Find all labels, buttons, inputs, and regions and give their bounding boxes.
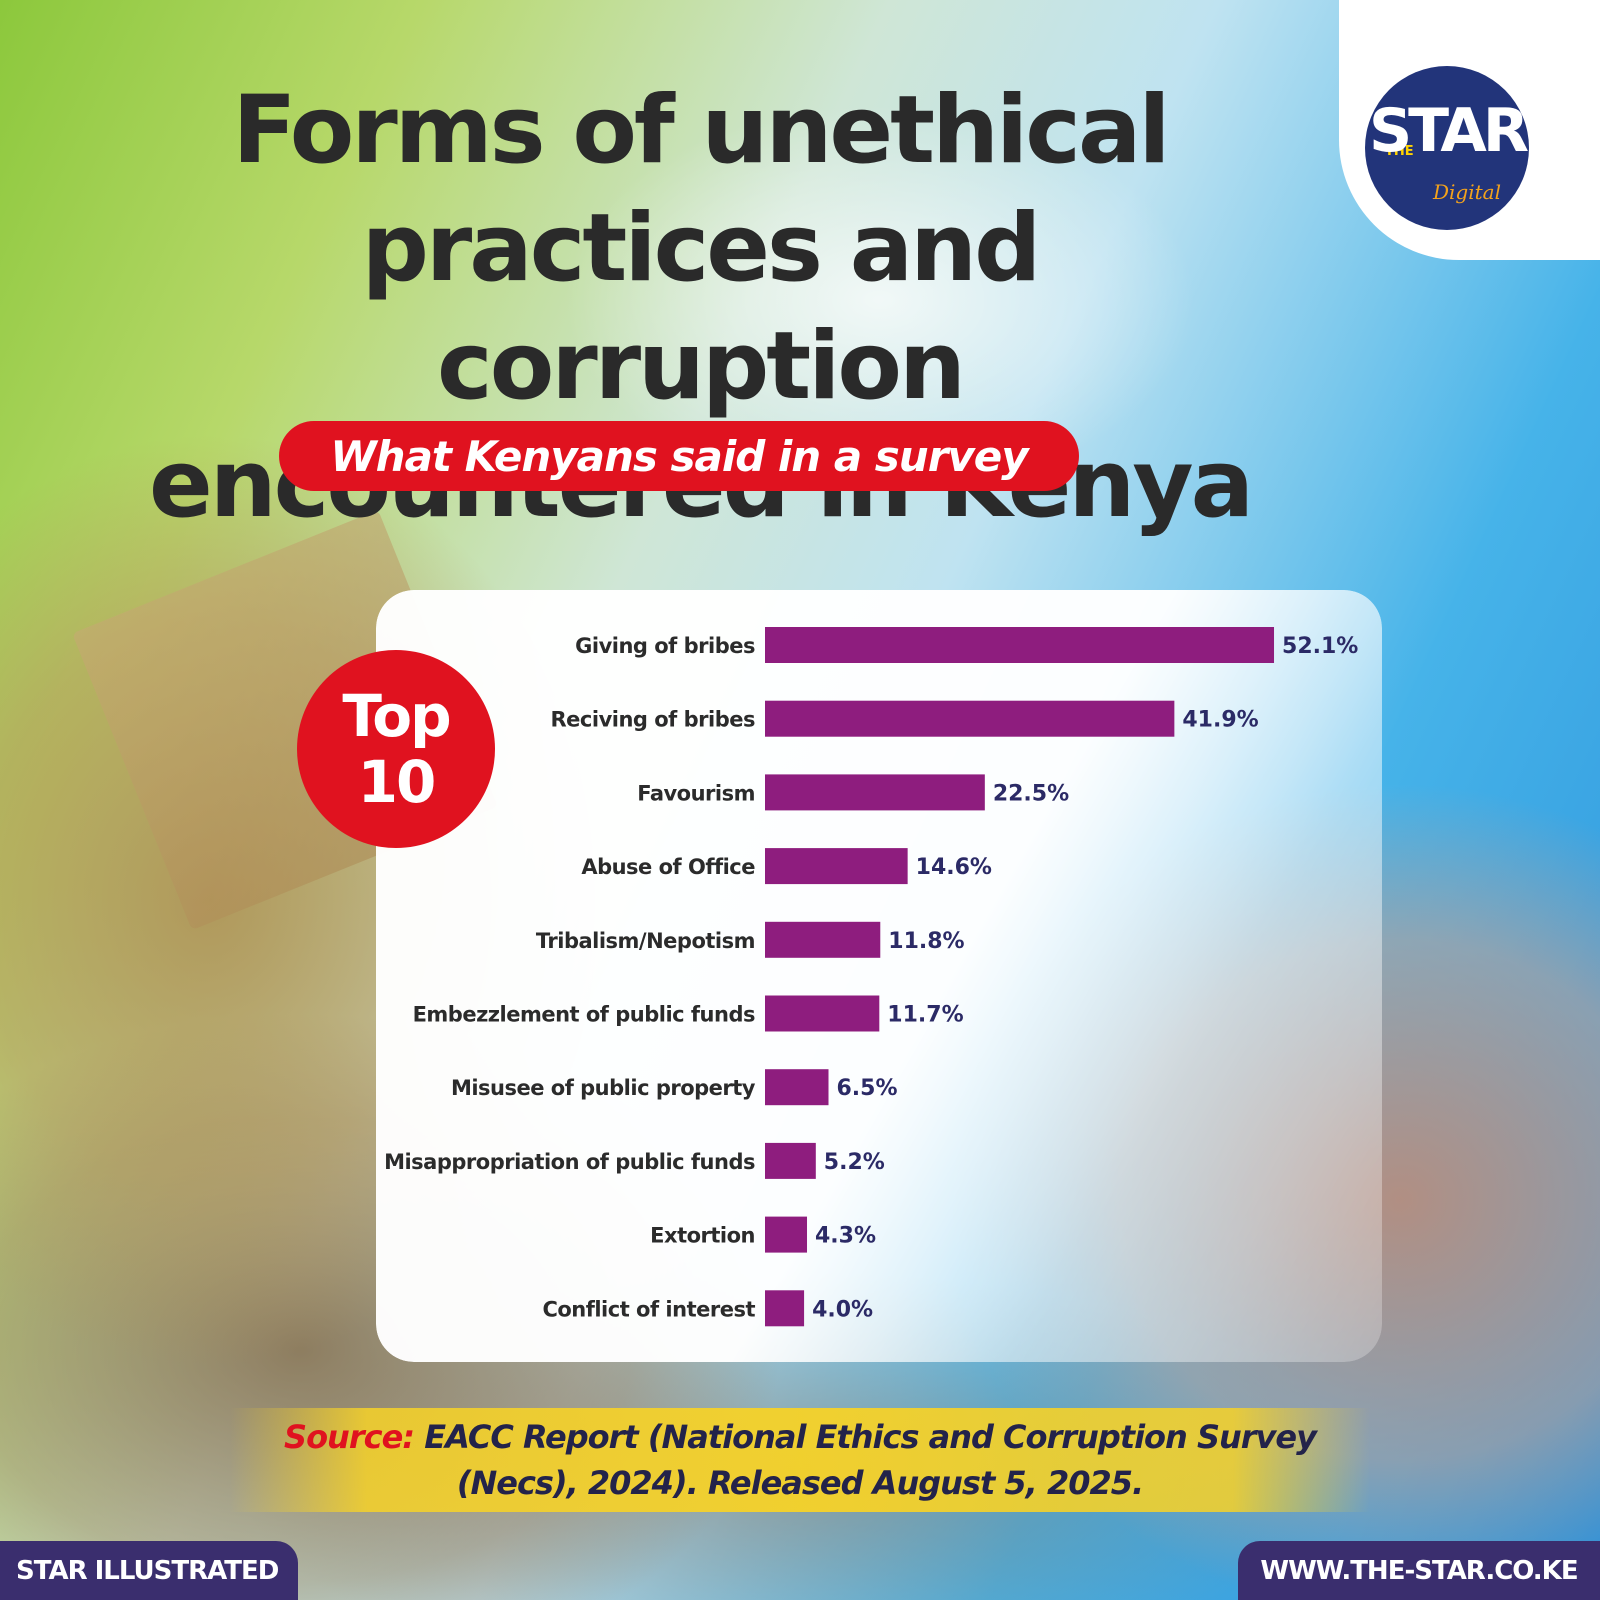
subtitle-pill: What Kenyans said in a survey — [279, 421, 1079, 491]
category-label: Extortion — [650, 1224, 755, 1248]
category-label: Reciving of bribes — [551, 708, 755, 732]
logo-the-text: THE — [1385, 144, 1414, 159]
value-label: 11.7% — [887, 1003, 963, 1028]
bar — [765, 700, 1175, 737]
value-label: 41.9% — [1182, 708, 1258, 733]
subtitle-text: What Kenyans said in a survey — [330, 431, 1028, 481]
bar — [765, 848, 908, 885]
source-band — [230, 1408, 1370, 1512]
star-digital-logo: THE STAR Digital — [1339, 0, 1600, 260]
value-label: 11.8% — [888, 929, 964, 954]
value-label: 4.0% — [812, 1297, 873, 1322]
value-label: 4.3% — [815, 1224, 876, 1249]
category-label: Tribalism/Nepotism — [536, 929, 755, 953]
category-label: Favourism — [637, 781, 755, 805]
bar — [765, 1069, 829, 1106]
category-label: Misappropriation of public funds — [384, 1150, 755, 1174]
bar — [765, 1216, 808, 1253]
logo-star-text: STAR — [1368, 96, 1529, 166]
badge-line-10: 10 — [357, 748, 437, 816]
source-note: Source: EACC Report (National Ethics and… — [230, 1414, 1370, 1506]
category-label: Abuse of Office — [581, 855, 755, 879]
logo-circle: THE STAR Digital — [1365, 66, 1529, 230]
logo-digital-text: Digital — [1433, 180, 1501, 204]
category-label: Embezzlement of public funds — [413, 1003, 755, 1027]
value-label: 52.1% — [1282, 634, 1358, 659]
value-label: 22.5% — [993, 781, 1069, 806]
category-label: Conflict of interest — [542, 1297, 755, 1321]
category-label: Misusee of public property — [451, 1076, 756, 1100]
footer-star-illustrated: STAR ILLUSTRATED — [0, 1541, 298, 1600]
bar — [765, 627, 1275, 663]
source-label: Source: — [284, 1418, 415, 1456]
category-label: Giving of bribes — [575, 634, 755, 658]
bar — [765, 774, 985, 811]
bar — [765, 921, 881, 958]
source-text: EACC Report (National Ethics and Corrupt… — [424, 1418, 1317, 1502]
value-label: 14.6% — [916, 855, 992, 880]
bar — [765, 995, 880, 1032]
bar — [765, 1290, 805, 1327]
badge-line-top: Top — [342, 682, 451, 750]
value-label: 6.5% — [837, 1076, 898, 1101]
top-10-badge: Top 10 — [297, 650, 495, 848]
bar — [765, 1142, 816, 1179]
value-label: 5.2% — [824, 1150, 885, 1175]
footer-website-link[interactable]: WWW.THE-STAR.CO.KE — [1238, 1541, 1600, 1600]
